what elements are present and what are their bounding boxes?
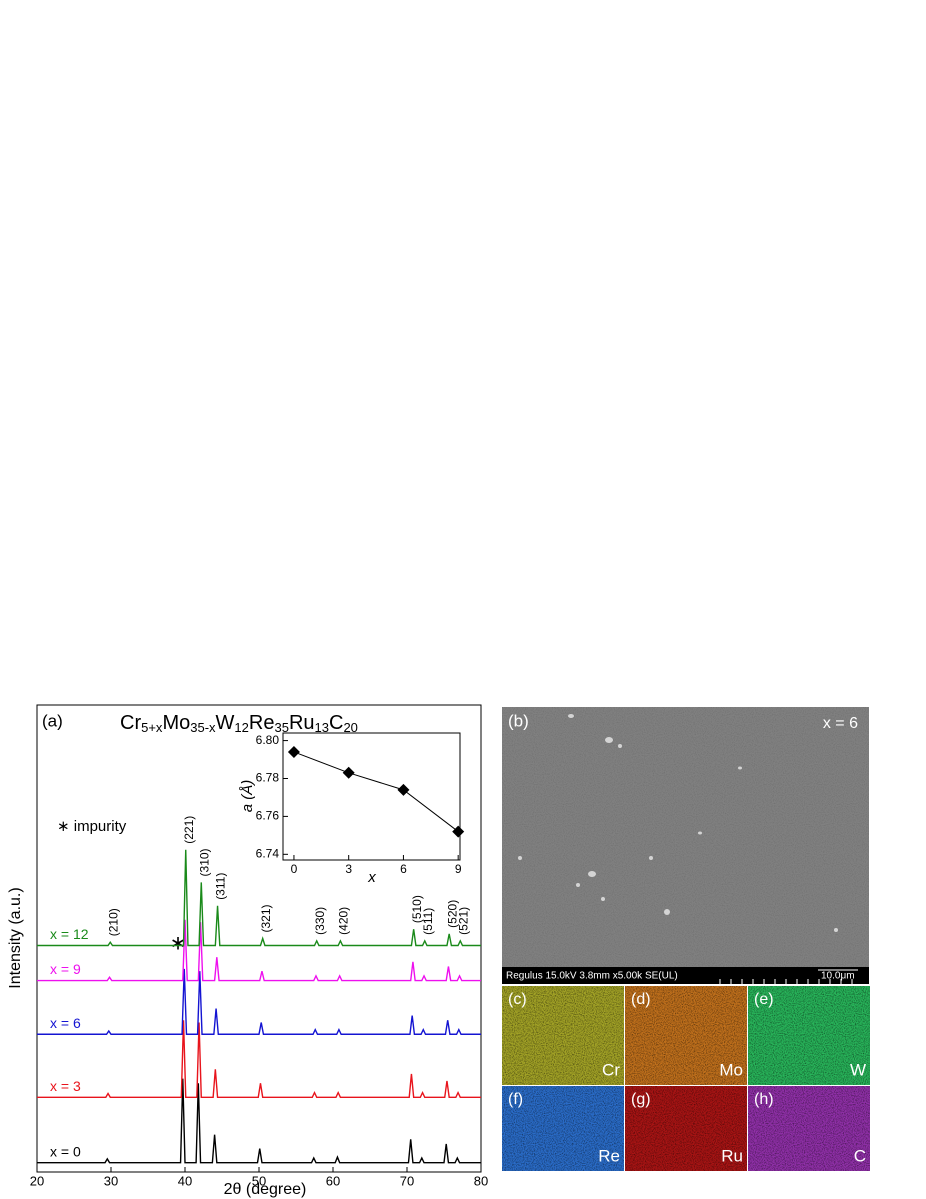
formula-sub: 35-x <box>190 720 216 735</box>
x-tick-label: 30 <box>104 1173 118 1188</box>
peak-label: (420) <box>337 907 351 935</box>
peak-label: (210) <box>106 908 120 936</box>
y-axis-label: Intensity (a.u.) <box>7 887 24 988</box>
y-tick-label: 6.74 <box>256 846 280 860</box>
formula-part: Ru <box>289 712 315 734</box>
formula-part: Re <box>249 712 275 734</box>
peak-label: (510) <box>410 895 424 923</box>
peak-label: (221) <box>182 816 196 844</box>
formula-part: W <box>216 712 235 734</box>
map-label: (g) <box>631 1091 651 1108</box>
sem-texture <box>502 707 869 967</box>
info-bar <box>502 967 869 984</box>
series-line <box>293 751 459 832</box>
peak-label: (321) <box>259 904 273 932</box>
map-element: Re <box>598 1146 620 1165</box>
x-tick-label: 40 <box>178 1173 192 1188</box>
series-label: x = 9 <box>50 961 81 977</box>
series-line <box>37 849 481 947</box>
inset-frame <box>282 732 461 861</box>
peak-label: (520) <box>445 900 459 928</box>
formula-sub: 13 <box>315 720 329 735</box>
x-tick-label: 60 <box>326 1173 340 1188</box>
formula-part: Cr <box>120 712 141 734</box>
y-tick-label: 6.76 <box>256 809 280 823</box>
map-texture <box>502 1086 624 1171</box>
map-label: (f) <box>508 1091 523 1108</box>
peak-label: (511) <box>421 908 435 935</box>
map-element: Cr <box>602 1060 620 1079</box>
map-texture <box>502 986 624 1085</box>
y-tick-label: 6.80 <box>256 733 280 747</box>
peak-label: (311) <box>214 873 228 900</box>
data-point <box>342 766 355 779</box>
map-texture <box>748 1086 870 1171</box>
series-label: x = 12 <box>50 926 89 942</box>
peak-label: (310) <box>197 848 211 876</box>
formula: Cr5+xMo35-xW12Re35Ru13C20 <box>120 712 358 735</box>
impurity-marker: ∗ <box>170 932 187 954</box>
sem-info: Regulus 15.0kV 3.8mm x5.00k SE(UL) <box>506 971 678 982</box>
particles <box>518 714 838 932</box>
y-tick-label: 6.78 <box>256 771 280 785</box>
map-label: (c) <box>508 991 527 1008</box>
x-tick-label: 6 <box>400 862 407 876</box>
map-element: Ru <box>721 1146 743 1165</box>
map-label: (d) <box>631 991 651 1008</box>
data-point <box>397 783 410 796</box>
x-tick-label: 20 <box>30 1173 44 1188</box>
series-label: x = 6 <box>50 1015 81 1031</box>
formula-part: Mo <box>162 712 190 734</box>
eds-maps: (c) Cr (d) Mo (e) W (f) Re (g) Ru (h) C <box>502 986 870 1171</box>
x-tick-label: 9 <box>455 862 462 876</box>
x-tick-label: 0 <box>291 862 298 876</box>
data-point <box>287 745 300 758</box>
impurity-note: ∗ impurity <box>57 818 127 835</box>
x-tick-label: 80 <box>474 1173 488 1188</box>
peak-label: (521) <box>456 907 470 935</box>
map-element: W <box>850 1060 866 1079</box>
sem-scale: 10.0μm <box>821 971 855 982</box>
map-texture <box>625 986 747 1085</box>
map-element: Mo <box>719 1060 743 1079</box>
x-tick-label: 50 <box>252 1173 266 1188</box>
panel-label: (b) <box>508 711 529 730</box>
series-line <box>37 1078 481 1164</box>
inset-y-label: a (Å) <box>239 780 256 813</box>
formula-part: C <box>329 712 343 734</box>
inset-x-label: x <box>367 869 376 886</box>
x-tick-label: 70 <box>400 1173 414 1188</box>
map-element: C <box>854 1146 866 1165</box>
panel-label: (a) <box>42 711 63 730</box>
series-line <box>37 1020 481 1098</box>
sem-note: x = 6 <box>823 715 858 732</box>
formula-sub: 20 <box>343 720 357 735</box>
formula-sub: 12 <box>234 720 248 735</box>
data-point <box>452 825 465 838</box>
formula-sub: 5+x <box>141 720 163 735</box>
formula-sub: 35 <box>274 720 288 735</box>
map-label: (h) <box>754 1091 774 1108</box>
map-label: (e) <box>754 991 774 1008</box>
peak-label: (330) <box>313 907 327 935</box>
map-texture <box>625 1086 747 1171</box>
x-tick-label: 3 <box>345 862 352 876</box>
series-line <box>37 968 481 1035</box>
series-label: x = 0 <box>50 1143 81 1159</box>
series-line <box>37 919 481 982</box>
sem-image: Regulus 15.0kV 3.8mm x5.00k SE(UL) 10.0μ… <box>502 707 869 984</box>
x-axis-label: 2θ (degree) <box>224 1181 307 1198</box>
scale-ticks <box>719 979 853 984</box>
map-texture <box>748 986 870 1085</box>
series-label: x = 3 <box>50 1078 81 1094</box>
